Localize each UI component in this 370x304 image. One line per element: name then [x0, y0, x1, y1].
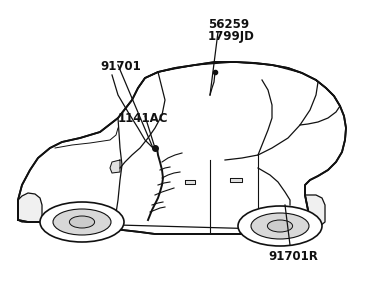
- Ellipse shape: [53, 209, 111, 235]
- Text: 1141AC: 1141AC: [118, 112, 168, 125]
- Ellipse shape: [238, 206, 322, 246]
- Text: 91701: 91701: [100, 60, 141, 73]
- Polygon shape: [230, 178, 242, 182]
- Polygon shape: [185, 180, 195, 184]
- Polygon shape: [18, 193, 42, 222]
- Text: 1799JD: 1799JD: [208, 30, 255, 43]
- Ellipse shape: [70, 216, 95, 228]
- Ellipse shape: [40, 202, 124, 242]
- Text: 91701R: 91701R: [268, 250, 318, 263]
- Ellipse shape: [268, 220, 293, 232]
- Polygon shape: [18, 62, 346, 234]
- Ellipse shape: [251, 213, 309, 239]
- Polygon shape: [110, 160, 120, 173]
- Text: 56259: 56259: [208, 18, 249, 31]
- Polygon shape: [305, 195, 325, 226]
